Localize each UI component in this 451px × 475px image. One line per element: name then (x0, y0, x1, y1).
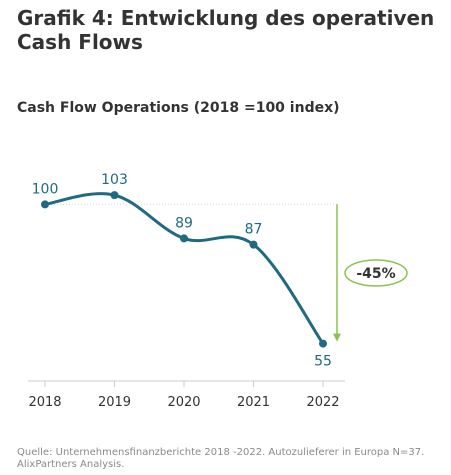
change-badge-label: -45% (356, 266, 395, 282)
data-label: 87 (245, 222, 263, 238)
data-point (41, 200, 49, 209)
title-line-1: Grafik 4: Entwicklung des operativen (17, 6, 435, 30)
data-point (110, 191, 119, 200)
source-line-1: Quelle: Unternehmensfinanzberichte 2018 … (17, 447, 425, 458)
decline-arrow-head (333, 333, 341, 342)
title-line-2: Cash Flows (17, 30, 143, 54)
line-chart: 2018 2019 2020 2021 2022 100 103 89 87 55 -45% (28, 172, 408, 410)
data-label: 89 (175, 215, 193, 231)
data-point (319, 339, 327, 348)
x-tick-label: 2020 (167, 395, 200, 410)
x-tick-label: 2018 (28, 395, 61, 410)
page-title: Grafik 4: Entwicklung des operativen Cas… (17, 6, 447, 54)
data-point (180, 234, 188, 243)
x-tick-label: 2022 (306, 395, 339, 410)
data-label: 103 (101, 172, 128, 188)
data-label: 100 (32, 181, 59, 197)
chart-subtitle: Cash Flow Operations (2018 =100 index) (17, 100, 340, 116)
source-line-2: AlixPartners Analysis. (17, 459, 125, 470)
data-label: 55 (314, 354, 332, 370)
x-tick-label: 2019 (98, 395, 131, 410)
x-tick-label: 2021 (237, 395, 270, 410)
change-badge (344, 259, 408, 287)
data-point (249, 240, 258, 249)
source-note: Quelle: Unternehmensfinanzberichte 2018 … (17, 447, 447, 471)
